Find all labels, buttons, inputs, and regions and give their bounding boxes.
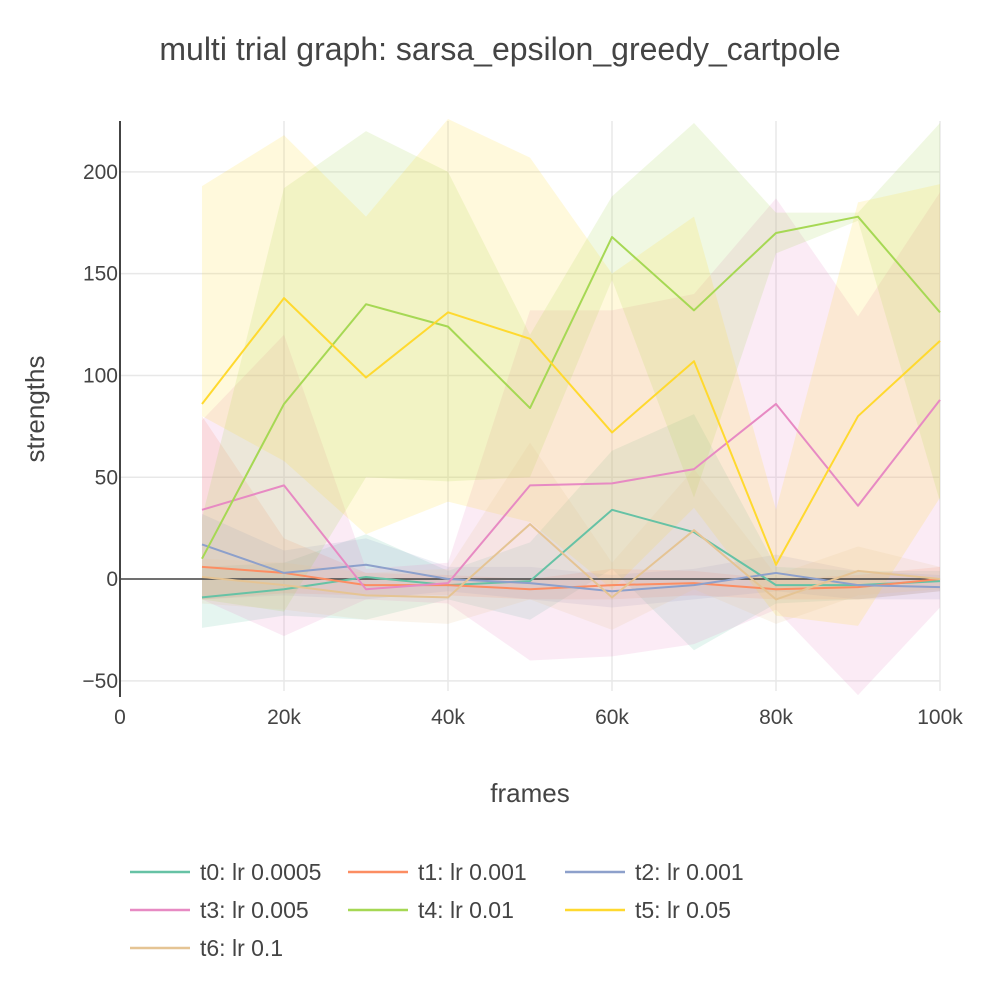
- x-axis-title: frames: [490, 778, 569, 808]
- x-tick-label: 100k: [917, 706, 963, 729]
- legend-item-t0[interactable]: t0: lr 0.0005: [130, 859, 321, 885]
- series-line-t4: [201, 215, 941, 560]
- x-tick-label: 80k: [759, 706, 793, 729]
- error-band-t5: [202, 118, 940, 626]
- x-tick-label: 20k: [267, 706, 301, 729]
- y-tick-label: −50: [82, 670, 118, 693]
- y-axis-title: strengths: [20, 356, 50, 463]
- series-line-t5: [201, 297, 941, 566]
- error-band-t2: [202, 513, 940, 608]
- legend-item-t1[interactable]: t1: lr 0.001: [348, 859, 527, 885]
- legend-label: t3: lr 0.005: [200, 897, 309, 923]
- legend-label: t4: lr 0.01: [418, 897, 514, 923]
- legend-label: t5: lr 0.05: [635, 897, 731, 923]
- x-tick-labels: 0 20k 40k 60k 80k 100k: [114, 706, 963, 729]
- legend-label: t2: lr 0.001: [635, 859, 744, 885]
- error-band-t0: [202, 414, 940, 651]
- y-tick-label: 50: [95, 466, 118, 489]
- y-tick-label: 200: [83, 161, 118, 184]
- y-tick-label: 100: [83, 364, 118, 387]
- legend-item-t2[interactable]: t2: lr 0.001: [565, 859, 744, 885]
- error-band-t1: [202, 416, 940, 600]
- y-tick-labels: −50 0 50 100 150 200: [82, 161, 118, 693]
- y-tick-label: 0: [106, 568, 118, 591]
- series-line-t3: [201, 399, 941, 591]
- error-bands: [202, 118, 940, 696]
- legend-item-t5[interactable]: t5: lr 0.05: [565, 897, 731, 923]
- series-line-t6: [201, 523, 941, 601]
- series-lines: [201, 215, 941, 601]
- x-tick-label: 0: [114, 706, 126, 729]
- y-tick-label: 150: [83, 263, 118, 286]
- legend-item-t4[interactable]: t4: lr 0.01: [348, 897, 514, 923]
- legend-item-t6[interactable]: t6: lr 0.1: [130, 935, 283, 961]
- legend-item-t3[interactable]: t3: lr 0.005: [130, 897, 309, 923]
- legend-label: t1: lr 0.001: [418, 859, 527, 885]
- chart-title: multi trial graph: sarsa_epsilon_greedy_…: [159, 31, 840, 67]
- legend-label: t0: lr 0.0005: [200, 859, 321, 885]
- error-band-t3: [202, 192, 940, 696]
- error-band-t4: [202, 123, 940, 612]
- series-line-t2: [201, 543, 941, 593]
- legend-label: t6: lr 0.1: [200, 935, 283, 961]
- x-tick-label: 60k: [595, 706, 629, 729]
- legend[interactable]: t0: lr 0.0005 t1: lr 0.001 t2: lr 0.001 t3:…: [130, 859, 744, 961]
- x-tick-label: 40k: [431, 706, 465, 729]
